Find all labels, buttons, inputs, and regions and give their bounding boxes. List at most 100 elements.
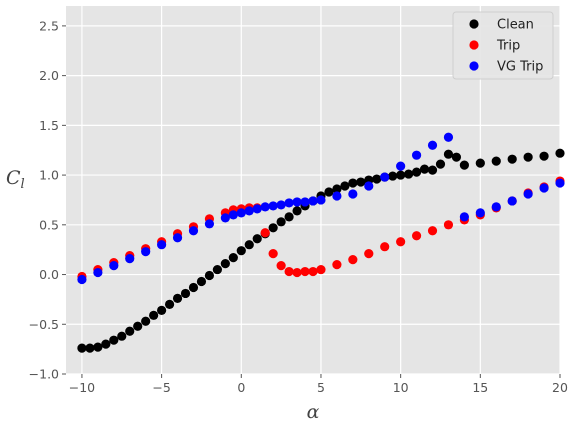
data-point xyxy=(300,266,310,277)
data-point xyxy=(539,183,549,193)
y-tick-label: 0.5 xyxy=(39,217,59,232)
data-point xyxy=(396,237,406,247)
data-point xyxy=(308,196,318,206)
data-point xyxy=(85,343,95,353)
data-point xyxy=(411,231,422,241)
data-point xyxy=(133,321,143,331)
data-point xyxy=(260,228,270,238)
data-point xyxy=(332,259,342,270)
legend: Clean Trip VG Trip xyxy=(452,11,554,80)
data-point xyxy=(276,217,286,227)
x-tick-label: 15 xyxy=(472,380,488,395)
data-point xyxy=(292,197,302,207)
data-point xyxy=(125,326,135,336)
data-point xyxy=(411,167,422,177)
data-point xyxy=(475,208,485,218)
data-point xyxy=(427,226,438,236)
data-point xyxy=(188,226,199,236)
data-point xyxy=(268,249,278,259)
data-point xyxy=(396,170,406,180)
data-point xyxy=(427,165,438,175)
legend-label: Trip xyxy=(496,39,520,54)
legend-box xyxy=(452,11,554,80)
y-tick-label: −1.0 xyxy=(29,367,59,382)
data-point xyxy=(109,260,119,271)
data-point xyxy=(228,210,238,220)
data-point xyxy=(491,202,501,212)
data-point xyxy=(419,164,430,174)
data-point xyxy=(292,206,302,216)
data-point xyxy=(220,259,230,269)
data-point xyxy=(292,267,302,278)
data-point xyxy=(196,276,207,287)
data-point xyxy=(125,254,135,264)
data-point xyxy=(252,204,262,214)
y-tick-labels: −1.0 −0.5 0.0 0.5 1.0 1.5 2.0 2.5 xyxy=(29,18,66,382)
data-point xyxy=(244,206,254,216)
data-point xyxy=(284,266,294,277)
data-point xyxy=(109,335,119,345)
data-point xyxy=(396,161,406,171)
data-point xyxy=(236,246,246,256)
data-point xyxy=(372,174,382,184)
legend-marker xyxy=(469,40,479,50)
data-point xyxy=(316,264,326,275)
data-point xyxy=(284,212,294,222)
data-point xyxy=(172,293,183,304)
data-point xyxy=(101,339,111,349)
data-point xyxy=(348,178,358,188)
data-point xyxy=(93,342,103,352)
data-point xyxy=(300,197,310,207)
data-point xyxy=(268,201,278,211)
data-points xyxy=(77,132,565,353)
x-tick-label: 0 xyxy=(237,380,245,395)
data-point xyxy=(252,234,262,244)
data-point xyxy=(555,148,565,158)
data-point xyxy=(212,264,222,275)
y-tick-label: 2.0 xyxy=(39,68,59,83)
y-tick-label: −0.5 xyxy=(29,317,59,332)
data-point xyxy=(451,152,462,162)
data-point xyxy=(435,159,446,169)
data-point xyxy=(284,198,294,208)
x-tick-label: 5 xyxy=(317,380,325,395)
data-point xyxy=(443,149,454,159)
data-point xyxy=(188,282,199,293)
x-tick-label: 20 xyxy=(552,380,568,395)
legend-label: Clean xyxy=(497,18,534,33)
series-clean xyxy=(77,148,565,353)
legend-label: VG Trip xyxy=(497,60,543,75)
data-point xyxy=(308,266,318,277)
data-point xyxy=(427,140,438,150)
data-point xyxy=(117,331,127,341)
y-tick-label: 0.0 xyxy=(39,267,59,282)
x-tick-label: 10 xyxy=(393,380,409,395)
x-tick-label: −10 xyxy=(69,380,95,395)
data-point xyxy=(555,178,565,188)
data-point xyxy=(77,343,87,353)
data-point xyxy=(443,220,454,230)
data-point xyxy=(276,260,286,271)
data-point xyxy=(443,132,454,142)
data-point xyxy=(491,156,501,166)
data-point xyxy=(459,160,469,170)
data-point xyxy=(348,255,358,265)
data-point xyxy=(459,212,469,222)
data-point xyxy=(236,208,246,218)
data-point xyxy=(180,288,191,299)
data-point xyxy=(276,200,286,210)
data-point xyxy=(228,253,238,263)
data-point xyxy=(523,189,533,199)
data-point xyxy=(332,184,342,194)
data-point xyxy=(220,213,230,223)
data-point xyxy=(268,223,278,233)
y-tick-label: 2.5 xyxy=(39,18,59,33)
data-point xyxy=(164,299,175,309)
data-point xyxy=(77,274,87,285)
data-point xyxy=(404,169,414,179)
data-point xyxy=(356,177,366,187)
data-point xyxy=(475,158,485,168)
data-point xyxy=(204,270,215,281)
data-point xyxy=(324,187,334,197)
data-point xyxy=(260,202,270,212)
